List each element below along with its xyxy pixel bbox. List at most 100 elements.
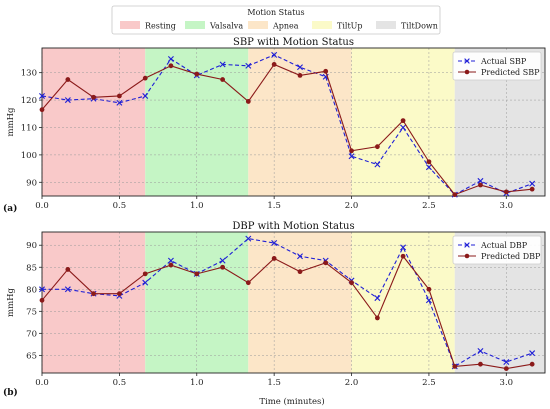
dbp-region-resting (42, 232, 146, 373)
dbp-title: DBP with Motion Status (232, 221, 354, 232)
sbp-y-tick-label: 100 (21, 151, 37, 161)
dbp-x-tick-label: 3.0 (500, 378, 514, 388)
actual-sbp-line (41, 54, 533, 196)
sbp-y-tick-label: 130 (21, 69, 37, 79)
predicted-dbp-line (41, 255, 533, 370)
actual-dbp-point (167, 257, 174, 264)
predicted-dbp-point (220, 264, 226, 270)
actual-sbp-point (39, 92, 45, 99)
predicted-dbp-point (323, 260, 329, 266)
dbp-y-tick-label: 85 (26, 263, 37, 273)
actual-sbp-point (167, 55, 174, 62)
predicted-dbp-point (400, 253, 406, 259)
motion-legend-swatch-resting (120, 21, 140, 29)
motion-legend-label-apnea: Apnea (272, 22, 299, 31)
predicted-dbp-legend-label: Predicted DBP (481, 252, 541, 261)
predicted-dbp-point (65, 267, 71, 272)
actual-dbp-point (400, 244, 407, 251)
predicted-sbp-point (323, 68, 329, 74)
predicted-sbp-point (452, 192, 458, 198)
actual-sbp-point (374, 161, 381, 168)
dbp-y-tick-label: 90 (26, 241, 37, 251)
actual-sbp-point (348, 153, 355, 160)
motion-legend-swatch-apnea (248, 21, 268, 29)
dbp-panel-label: (b) (3, 387, 18, 398)
dbp-region-apnea (248, 232, 352, 373)
sbp-x-tick-label: 3.0 (500, 201, 514, 211)
actual-sbp-point (219, 61, 226, 68)
sbp-region-resting (42, 48, 146, 196)
actual-dbp-point (39, 286, 45, 293)
actual-sbp-point (142, 92, 149, 99)
actual-dbp-point (374, 295, 381, 302)
dbp-x-tick-label: 2.5 (422, 378, 436, 388)
actual-dbp-point (64, 286, 71, 293)
predicted-dbp-point (168, 262, 174, 268)
predicted-sbp-point (400, 118, 406, 124)
actual-dbp-point (503, 358, 510, 365)
sbp-x-tick-label: 2.5 (422, 201, 436, 211)
motion-legend-label-tiltdown: TiltDown (401, 22, 438, 31)
predicted-sbp-point (168, 63, 174, 69)
sbp-panel: 0.0 0.5 1.0 1.5 2.0 2.5 3.0 90 100 110 120 130 SBP w… (3, 37, 546, 214)
dbp-x-tick-label: 1.5 (267, 378, 281, 388)
predicted-sbp-line (41, 63, 533, 196)
x-axis-label: Time (minutes) (259, 396, 324, 407)
predicted-sbp-point (426, 159, 432, 165)
sbp-x-tick-label: 0.0 (35, 201, 49, 211)
predicted-sbp-point (116, 93, 122, 99)
sbp-x-tick-label: 1.0 (190, 201, 204, 211)
dbp-y-tick-label: 75 (26, 307, 37, 317)
predicted-dbp-point (271, 256, 277, 261)
predicted-sbp-point (529, 186, 535, 192)
sbp-series-legend-frame (452, 51, 542, 81)
predicted-sbp-point (374, 144, 380, 150)
actual-dbp-point (271, 240, 278, 247)
motion-legend-title: Motion Status (247, 8, 304, 17)
motion-legend-label-resting: Resting (145, 22, 176, 31)
sbp-y-tick-label: 90 (26, 178, 37, 188)
dbp-x-tick-label: 0.0 (35, 378, 49, 388)
actual-sbp-point (425, 164, 432, 171)
dbp-x-tick-label: 0.5 (113, 378, 127, 388)
predicted-dbp-point (245, 280, 251, 286)
dbp-y-tick-label: 65 (26, 351, 37, 361)
motion-legend-label-valsalva: Valsalva (209, 22, 243, 31)
sbp-y-axis-label: mmHg (6, 107, 16, 137)
sbp-series-legend: Actual SBP Predicted SBP (452, 51, 542, 81)
sbp-y-tick-label: 120 (21, 96, 37, 106)
actual-sbp-point (400, 124, 407, 131)
predicted-dbp-point (142, 271, 148, 277)
dbp-panel: 0.0 0.5 1.0 1.5 2.0 2.5 3.0 65 70 75 80 85 90 DBP wit… (3, 221, 546, 398)
actual-dbp-legend-label: Actual DBP (480, 241, 528, 250)
motion-legend-swatch-valsalva (185, 21, 205, 29)
actual-sbp-point (477, 177, 484, 184)
predicted-dbp-point (39, 297, 45, 303)
sbp-x-tick-label: 0.5 (113, 201, 127, 211)
actual-sbp-point (297, 64, 303, 71)
actual-sbp-point (64, 97, 71, 104)
actual-sbp-point (245, 62, 252, 69)
predicted-sbp-point (91, 94, 96, 100)
actual-dbp-point (529, 350, 536, 357)
actual-dbp-point (142, 279, 149, 286)
predicted-dbp-point (478, 361, 483, 367)
sbp-panel-label: (a) (3, 203, 17, 214)
predicted-sbp-point (478, 182, 483, 188)
sbp-plot-frame (41, 47, 546, 197)
motion-legend: Motion Status Resting Valsalva Apnea TiltUp… (111, 5, 441, 35)
predicted-dbp-point (452, 363, 458, 369)
predicted-dbp-point (116, 291, 122, 297)
predicted-sbp-point (194, 71, 200, 77)
actual-dbp-point (477, 347, 484, 354)
actual-dbp-point (219, 257, 226, 264)
sbp-region-apnea (248, 48, 352, 196)
predicted-dbp-point (503, 366, 509, 371)
predicted-dbp-point (349, 280, 354, 286)
dbp-y-tick-label: 70 (26, 329, 37, 339)
predicted-dbp-point (426, 286, 432, 292)
sbp-x-tick-label: 1.5 (267, 201, 281, 211)
dbp-y-axis-label: mmHg (6, 287, 16, 317)
actual-sbp-point (529, 180, 536, 187)
